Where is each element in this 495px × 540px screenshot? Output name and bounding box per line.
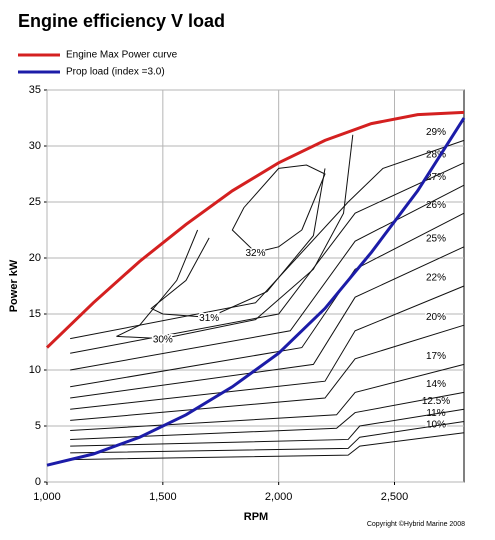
contour-line <box>70 363 465 431</box>
contour-line <box>70 285 465 410</box>
contour-label: 20% <box>426 312 446 323</box>
contour-line <box>70 324 465 421</box>
contour-line <box>116 134 354 340</box>
y-tick-label: 35 <box>29 84 41 96</box>
contour-label: 32% <box>245 248 265 259</box>
chart-title: Engine efficiency V load <box>18 11 225 31</box>
y-tick-label: 5 <box>35 420 41 432</box>
contour-line <box>231 164 326 253</box>
y-tick-label: 20 <box>29 252 41 264</box>
y-tick-label: 30 <box>29 140 41 152</box>
x-tick-label: 2,000 <box>265 491 293 503</box>
contour-label: 14% <box>426 379 446 390</box>
contour-label: 29% <box>426 127 446 138</box>
y-axis-label: Power kW <box>8 259 20 312</box>
contour-line <box>70 246 465 399</box>
copyright: Copyright ©Hybrid Marine 2008 <box>367 520 465 528</box>
contour-line <box>70 432 465 461</box>
series-line <box>45 110 465 349</box>
contour-line <box>70 391 465 440</box>
contour-label: 25% <box>426 233 446 244</box>
x-tick-label: 1,500 <box>149 491 177 503</box>
plot-area <box>46 89 465 483</box>
contour-label: 22% <box>426 273 446 284</box>
y-tick-label: 0 <box>35 476 41 488</box>
y-tick-label: 10 <box>29 364 41 376</box>
contour-label: 17% <box>426 351 446 362</box>
contour-line <box>70 139 465 340</box>
y-tick-label: 15 <box>29 308 41 320</box>
contour-line <box>150 168 326 318</box>
contour-label: 30% <box>153 334 173 345</box>
contour-label: 31% <box>199 313 219 324</box>
series-line <box>46 117 466 467</box>
x-tick-label: 2,500 <box>381 491 409 503</box>
contour-label: 12.5% <box>422 396 450 407</box>
legend-label: Prop load (index =3.0) <box>66 67 165 78</box>
x-tick-label: 1,000 <box>33 491 61 503</box>
contour-line <box>70 212 465 388</box>
contour-line <box>70 408 465 447</box>
legend-label: Engine Max Power curve <box>66 50 178 61</box>
contour-line <box>70 184 465 371</box>
x-axis-label: RPM <box>244 511 268 523</box>
contour-label: 10% <box>426 419 446 430</box>
contour-line <box>70 421 465 454</box>
y-tick-label: 25 <box>29 196 41 208</box>
contour-label: 27% <box>426 172 446 183</box>
contour-label: 26% <box>426 200 446 211</box>
